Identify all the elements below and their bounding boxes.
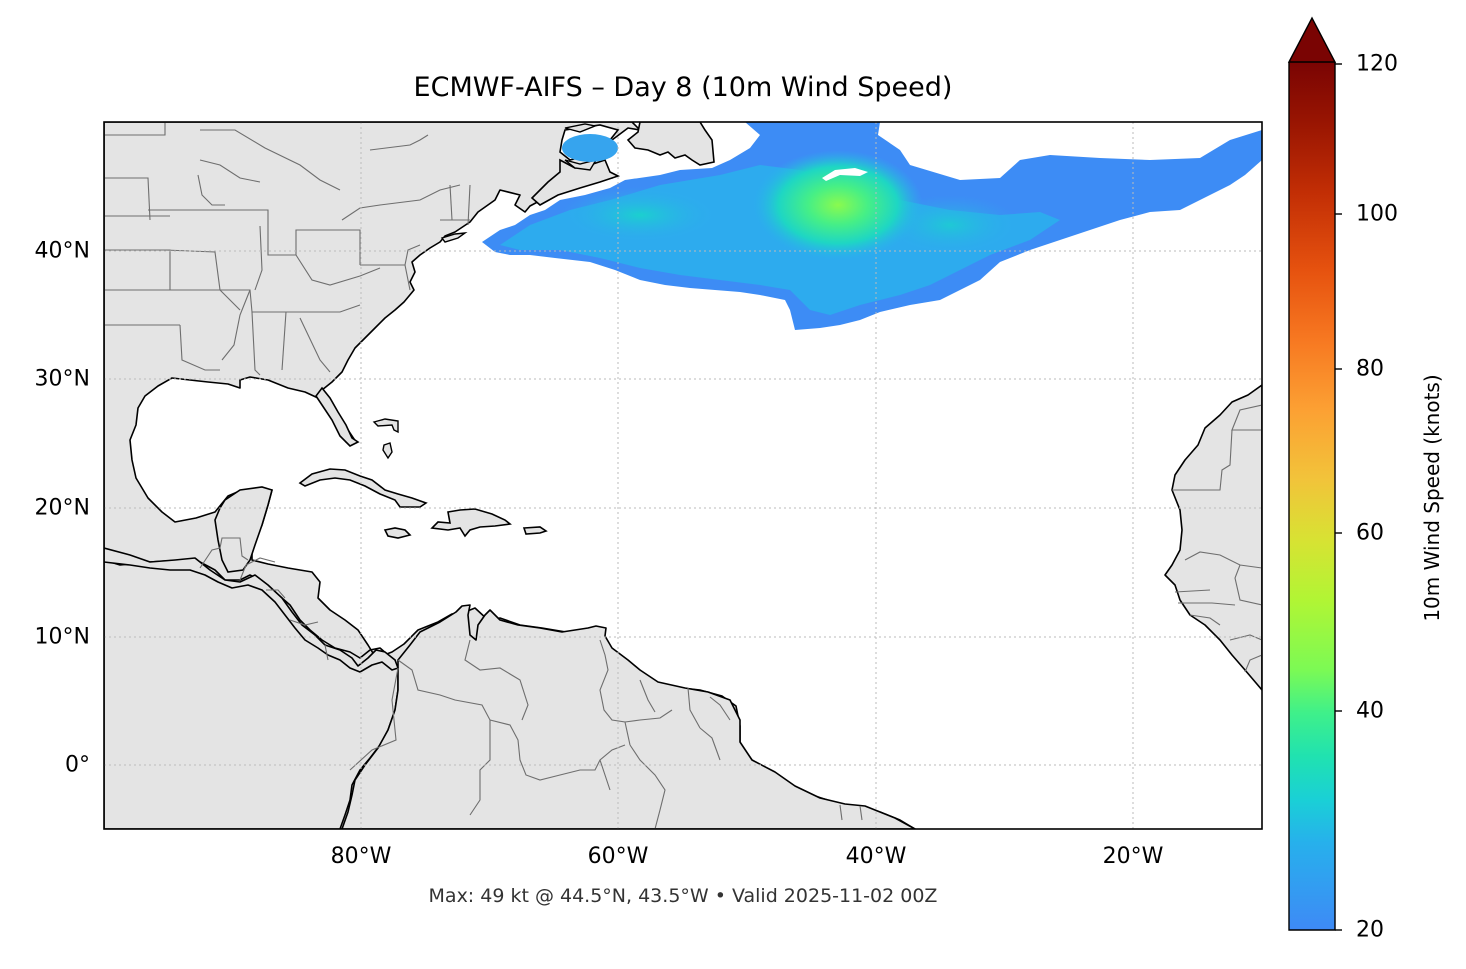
x-tick-label: 80°W [330, 844, 392, 869]
colorbar [1287, 16, 1342, 931]
y-tick-label: 0° [65, 752, 90, 778]
political-borders [104, 122, 1262, 829]
colorbar-tick-label: 100 [1356, 201, 1398, 227]
colorbar-tick-label: 80 [1356, 356, 1384, 382]
colorbar-tick-label: 120 [1356, 51, 1398, 77]
land-south-america [341, 604, 916, 829]
y-tick-label: 40°N [34, 238, 90, 264]
chart-title: ECMWF-AIFS – Day 8 (10m Wind Speed) [413, 72, 953, 103]
land-pei [564, 158, 598, 171]
land-puerto-rico [522, 526, 548, 535]
land-bahamas [372, 418, 399, 460]
land-cuba [298, 468, 428, 508]
land-jamaica [383, 527, 412, 539]
max-info-caption: Max: 49 kt @ 44.5°N, 43.5°W • Valid 2025… [428, 885, 938, 907]
land-florida [315, 386, 360, 447]
y-tick-label: 10°N [34, 624, 90, 650]
colorbar-tick-label: 40 [1356, 698, 1384, 724]
gridlines [104, 122, 1262, 829]
land-hispaniola [430, 508, 512, 538]
land-central-america [104, 547, 399, 673]
land-long-island [440, 232, 468, 243]
x-tick-label: 60°W [587, 844, 649, 869]
y-tick-label: 20°N [34, 495, 90, 521]
colorbar-label: 10m Wind Speed (knots) [1420, 374, 1444, 622]
y-tick-label: 30°N [34, 366, 90, 392]
land-africa [1164, 384, 1262, 691]
land-anticosti [564, 123, 598, 133]
colorbar-tick-label: 20 [1356, 917, 1384, 943]
colorbar-extend-arrow [1287, 16, 1337, 63]
x-tick-label: 40°W [845, 844, 907, 869]
colorbar-tick-label: 60 [1356, 520, 1384, 546]
wind-speed-field [482, 122, 1262, 330]
x-tick-label: 20°W [1102, 844, 1164, 869]
axes-frame [103, 121, 1263, 830]
land-newfoundland [626, 122, 715, 166]
